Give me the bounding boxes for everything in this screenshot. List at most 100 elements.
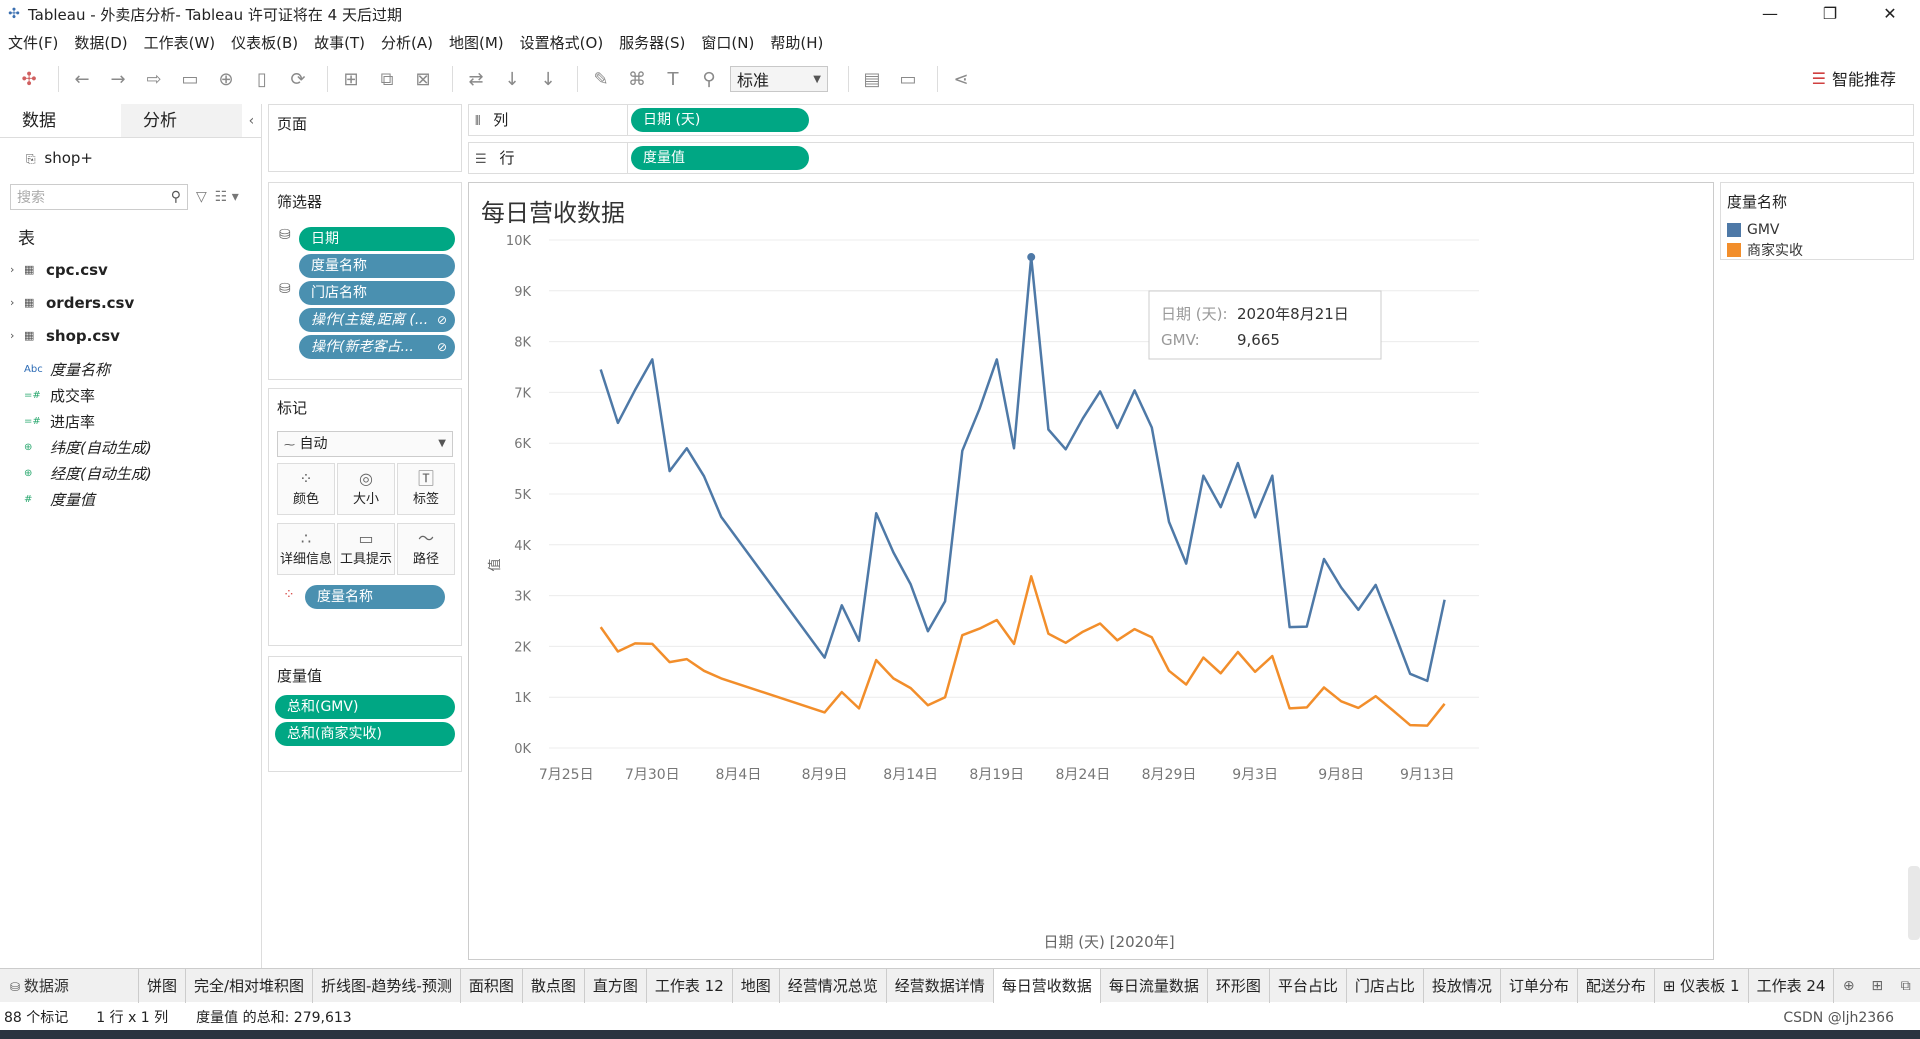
filter-pill-action-1[interactable]: 操作(主键,距离 (... ⊘ [299,308,455,332]
legend-item-revenue[interactable]: 商家实收 [1721,240,1913,260]
menu-map[interactable]: 地图(M) [449,33,504,52]
duplicate-sheet-icon[interactable]: ⧉ [380,68,394,90]
filter-pill-date[interactable]: 日期 [299,227,455,251]
field-conversion-rate[interactable]: =# 成交率 [0,382,261,408]
sheet-tab[interactable]: 投放情况 [1424,968,1501,1003]
new-worksheet-icon[interactable]: ⊞ [343,68,359,90]
sheet-tab[interactable]: 门店占比 [1347,968,1424,1003]
fix-axes-icon[interactable]: ⚲ [702,68,716,90]
tab-data[interactable]: 数据 [0,104,121,137]
sheet-tab[interactable]: 经营情况总览 [780,968,887,1003]
filter-icon[interactable]: ▽ [196,189,207,205]
series-line-gmv[interactable] [599,255,1446,683]
sort-ascending-icon[interactable]: ↓ [504,68,520,90]
redo-icon[interactable]: → [110,68,126,90]
marks-path-button[interactable]: 〜 路径 [397,523,455,575]
chevron-right-icon[interactable]: › [10,296,15,309]
marks-label-button[interactable]: 🅃 标签 [397,463,455,515]
menu-window[interactable]: 窗口(N) [701,33,755,52]
field-search-input[interactable]: 搜索 ⚲ [10,184,188,210]
datasource-item[interactable]: ⎘ shop+ [0,138,261,178]
sheet-tab[interactable]: 工作表 12 [647,968,733,1003]
menu-help[interactable]: 帮助(H) [770,33,824,52]
share-icon[interactable]: ⋖ [953,68,969,90]
table-item[interactable]: › ▦ cpc.csv [0,253,261,286]
menu-analysis[interactable]: 分析(A) [381,33,433,52]
chart-view[interactable]: 0K 1K 2K 3K 4K 5K 6K 7K 8K 9K 10K 7月25日 7月30日 8月4日 8月… [468,182,1714,960]
menu-file[interactable]: 文件(F) [8,33,59,52]
table-item[interactable]: › ▦ shop.csv [0,319,261,352]
series-line-revenue[interactable] [599,575,1446,727]
swap-rows-cols-icon[interactable]: ⇄ [468,68,484,90]
minimize-button[interactable]: — [1762,4,1778,23]
close-button[interactable]: ✕ [1883,4,1897,23]
sheet-tab-dashboard[interactable]: ⊞ 仪表板 1 [1655,968,1749,1003]
sheet-tab-active[interactable]: 每日营收数据 [993,968,1101,1003]
sheet-tab[interactable]: 配送分布 [1578,968,1655,1003]
sheet-tab[interactable]: 直方图 [585,968,647,1003]
sort-descending-icon[interactable]: ↓ [540,68,556,90]
sheet-tab[interactable]: 完全/相对堆积图 [186,968,314,1003]
filter-pill-measure-names[interactable]: 度量名称 [299,254,455,278]
field-measure-values[interactable]: # 度量值 [0,486,261,512]
undo-icon[interactable]: ← [74,68,90,90]
sheet-tab[interactable]: 饼图 [139,968,186,1003]
table-item[interactable]: › ▦ orders.csv [0,286,261,319]
rows-pill-measure-values[interactable]: 度量值 [631,146,809,170]
filter-pill-store-name[interactable]: 门店名称 [299,281,455,305]
columns-pill-date[interactable]: 日期 (天) [631,108,809,132]
field-visit-rate[interactable]: =# 进店率 [0,408,261,434]
line-chart[interactable]: 0K 1K 2K 3K 4K 5K 6K 7K 8K 9K 10K 7月25日 7月30日 8月4日 8月… [469,183,1715,961]
menu-format[interactable]: 设置格式(O) [519,33,604,52]
scroll-handle[interactable] [1908,866,1920,940]
menu-server[interactable]: 服务器(S) [619,33,686,52]
collapse-pane-icon[interactable]: ‹ [248,113,255,129]
tab-datasource[interactable]: ⛁ 数据源 [0,968,139,1003]
series-lines[interactable] [599,253,1447,728]
measure-value-pill-revenue[interactable]: 总和(商家实收) [275,722,455,746]
sheet-tab[interactable]: 订单分布 [1501,968,1578,1003]
sheet-tab[interactable]: 散点图 [523,968,585,1003]
restore-button[interactable]: ❐ [1822,4,1838,23]
menu-dashboard[interactable]: 仪表板(B) [231,33,299,52]
menu-data[interactable]: 数据(D) [74,33,128,52]
tab-analysis[interactable]: 分析 [120,104,242,137]
sheet-tab[interactable]: 面积图 [461,968,523,1003]
marks-color-pill[interactable]: 度量名称 [305,585,445,609]
sheet-tab[interactable]: 环形图 [1208,968,1270,1003]
show-cards-icon[interactable]: ▤ [863,68,881,90]
group-icon[interactable]: ⌘ [628,68,646,90]
sheet-tab[interactable]: 地图 [733,968,780,1003]
sheet-tab[interactable]: 平台占比 [1270,968,1347,1003]
replay-icon[interactable]: ⇨ [146,68,162,90]
sheet-tab[interactable]: 工作表 24 [1749,968,1835,1003]
smart-recommend-button[interactable]: ☰ 智能推荐 [1812,66,1896,90]
highlighted-data-point[interactable] [1027,253,1036,262]
field-longitude[interactable]: ⊕ 经度(自动生成) [0,460,261,486]
show-labels-icon[interactable]: T [667,68,679,90]
mark-type-select[interactable]: ⁓ 自动 ▼ [277,431,453,457]
new-datasource-icon[interactable]: ⊕ [218,68,234,90]
field-latitude[interactable]: ⊕ 纬度(自动生成) [0,434,261,460]
legend-item-gmv[interactable]: GMV [1721,220,1913,240]
highlight-icon[interactable]: ✎ [593,68,609,90]
columns-shelf[interactable]: ⫴ 列 日期 (天) [468,104,1914,136]
marks-detail-button[interactable]: ∴ 详细信息 [277,523,335,575]
new-dashboard-tab-icon[interactable]: ⊞ [1871,977,1884,994]
marks-tooltip-button[interactable]: ▭ 工具提示 [337,523,395,575]
menu-story[interactable]: 故事(T) [314,33,366,52]
refresh-icon[interactable]: ⟳ [290,68,306,90]
pause-updates-icon[interactable]: ▯ [257,68,267,90]
sheet-tab[interactable]: 折线图-趋势线-预测 [313,968,461,1003]
sheet-tab[interactable]: 经营数据详情 [887,968,994,1003]
new-story-tab-icon[interactable]: ⧉ [1900,977,1911,994]
pages-card[interactable]: 页面 [268,104,462,172]
filter-pill-action-2[interactable]: 操作(新老客占... ⊘ [299,335,455,359]
rows-shelf[interactable]: ☰ 行 度量值 [468,142,1914,174]
marks-color-button[interactable]: ⁘ 颜色 [277,463,335,515]
chevron-right-icon[interactable]: › [10,263,15,276]
fit-select[interactable]: 标准 ▼ [730,66,828,92]
clear-sheet-icon[interactable]: ⊠ [415,68,431,90]
measure-value-pill-gmv[interactable]: 总和(GMV) [275,695,455,719]
tableau-home-icon[interactable]: ✣ [21,68,37,90]
